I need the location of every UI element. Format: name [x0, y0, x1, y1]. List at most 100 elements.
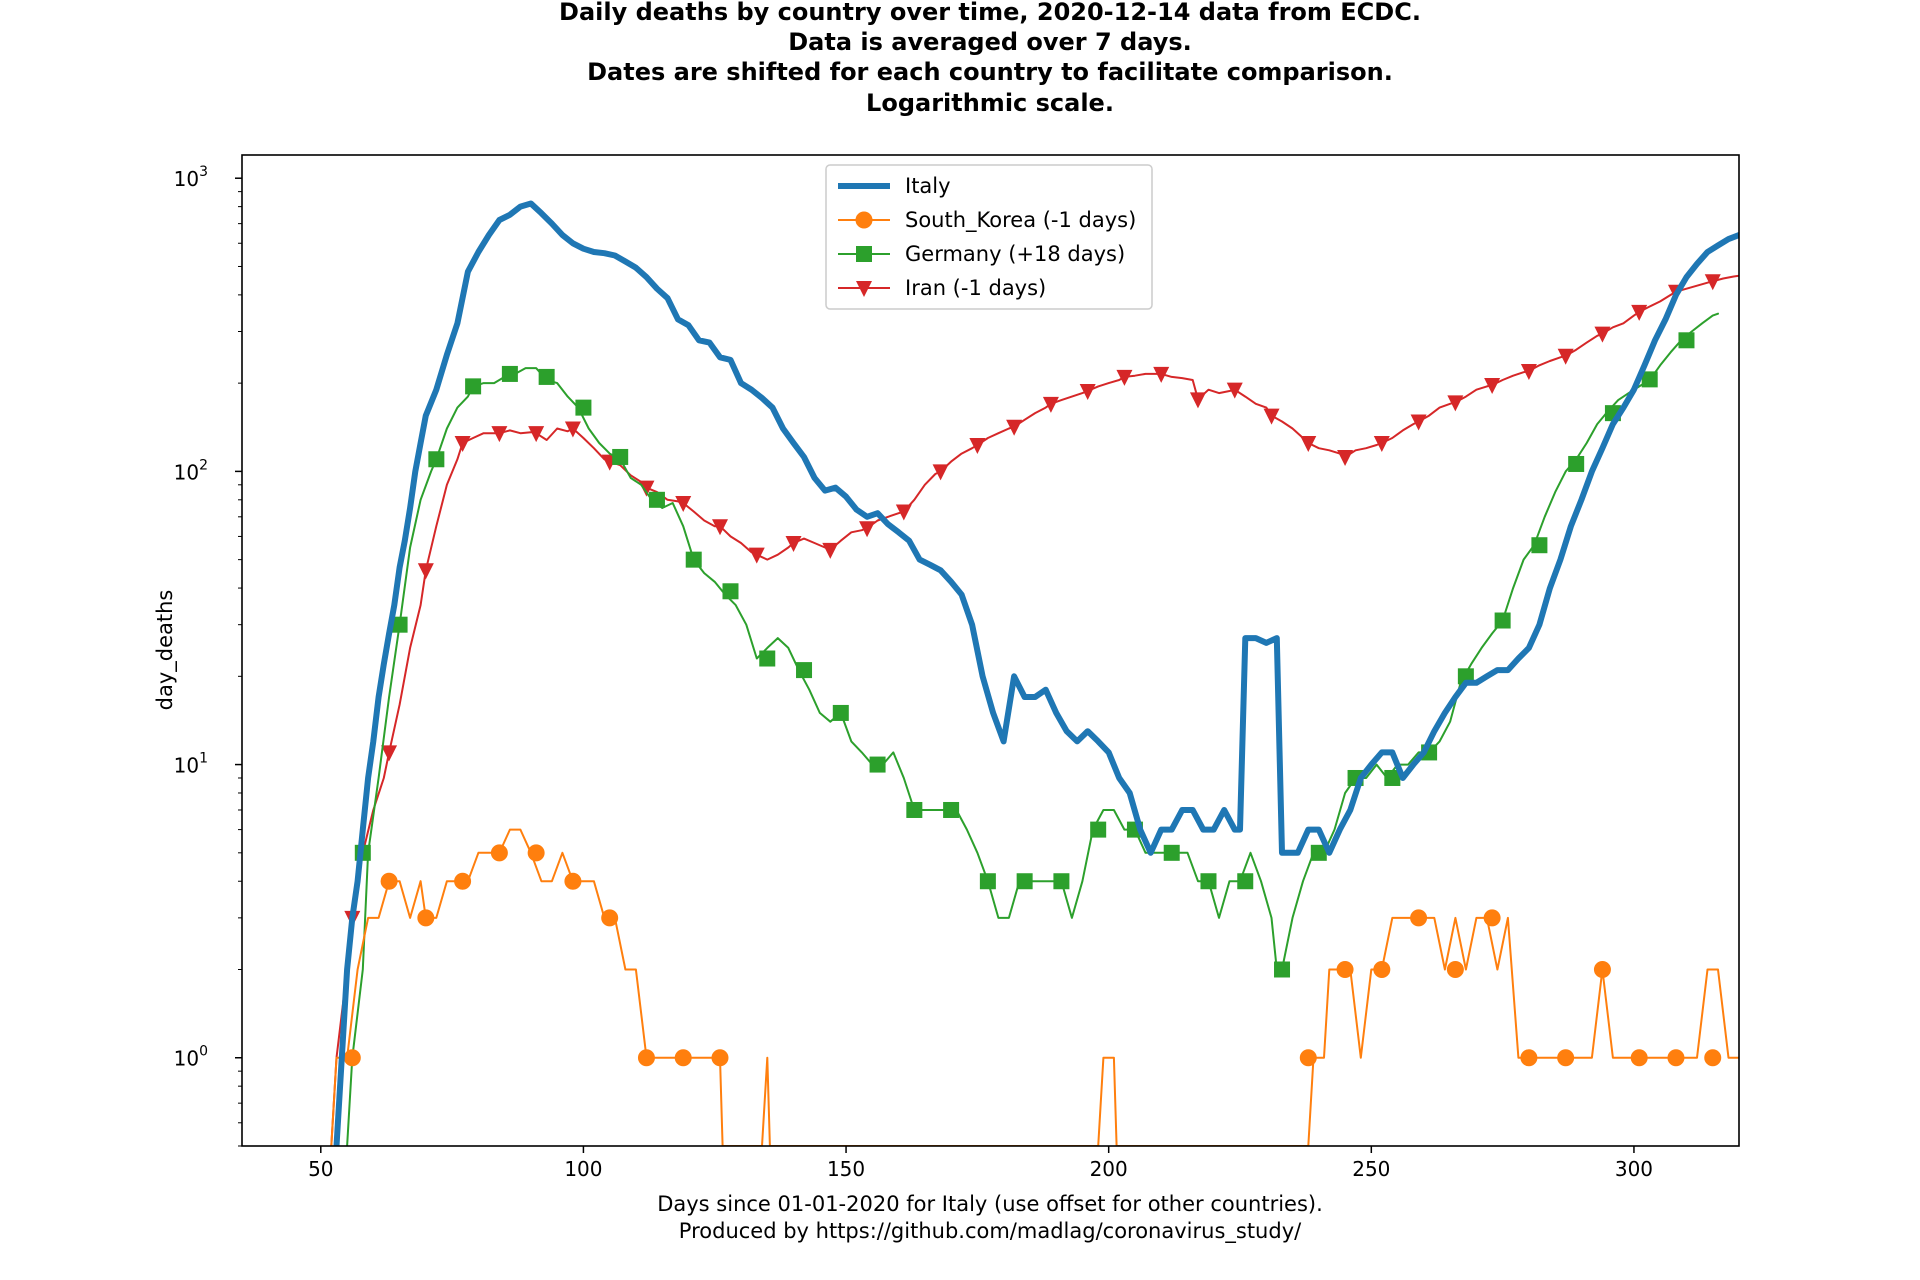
- data-point: [501, 365, 518, 382]
- data-point: [1568, 455, 1585, 472]
- data-point: [490, 844, 508, 862]
- data-point: [832, 704, 849, 721]
- data-point: [895, 504, 912, 521]
- data-point: [1042, 396, 1059, 413]
- data-point: [711, 519, 728, 536]
- legend-swatch-marker: [855, 211, 873, 229]
- data-point: [1053, 873, 1070, 890]
- data-point: [612, 448, 629, 465]
- title-line-4: Logarithmic scale.: [866, 89, 1114, 117]
- x-axis: 50 100 150 200 250 300: [308, 1146, 1653, 1181]
- data-point: [1153, 366, 1170, 383]
- title-line-2: Data is averaged over 7 days.: [788, 28, 1192, 56]
- data-point: [1557, 1049, 1575, 1067]
- data-point: [822, 542, 839, 559]
- plot-frame: [241, 154, 1740, 1147]
- data-point: [1446, 960, 1464, 978]
- legend-label: Germany (+18 days): [905, 242, 1125, 266]
- series-1: [330, 828, 1739, 1146]
- data-point: [564, 872, 582, 890]
- data-point: [674, 1049, 692, 1067]
- data-point: [1299, 1049, 1317, 1067]
- data-point: [1006, 419, 1023, 436]
- legend-entry: South_Korea (-1 days): [838, 208, 1136, 233]
- legend-entry: Italy: [838, 174, 951, 198]
- data-point: [979, 873, 996, 890]
- data-point: [1237, 873, 1254, 890]
- y-tick-exponent: 0: [199, 1044, 208, 1060]
- chart-title: Daily deaths by country over time, 2020-…: [559, 0, 1421, 117]
- data-point: [685, 551, 702, 568]
- data-point: [1520, 364, 1537, 381]
- y-tick-label: 101: [174, 751, 208, 778]
- data-point: [1274, 961, 1291, 978]
- data-point: [417, 563, 434, 580]
- data-point: [748, 547, 765, 564]
- data-point: [1410, 909, 1428, 927]
- data-point: [380, 872, 398, 890]
- x-tick-label: 100: [564, 1157, 602, 1181]
- data-point: [1557, 348, 1574, 365]
- title-line-1: Daily deaths by country over time, 2020-…: [559, 0, 1421, 26]
- y-tick-exponent: 1: [199, 751, 208, 767]
- data-point: [527, 844, 545, 862]
- data-point: [859, 521, 876, 538]
- data-point: [711, 1049, 729, 1067]
- data-point: [564, 421, 581, 438]
- series-line: [330, 274, 1739, 1146]
- x-tick-label: 250: [1352, 1157, 1390, 1181]
- data-point: [759, 650, 776, 667]
- data-point: [1641, 371, 1658, 388]
- data-point: [943, 801, 960, 818]
- data-point: [637, 1049, 655, 1067]
- data-point: [1373, 435, 1390, 452]
- data-point: [785, 535, 802, 552]
- data-point: [454, 872, 472, 890]
- data-point: [1337, 449, 1354, 466]
- data-point: [1163, 844, 1180, 861]
- data-point: [1594, 326, 1611, 343]
- data-point: [601, 909, 619, 927]
- series-line: [346, 312, 1719, 1146]
- data-point: [1116, 369, 1133, 386]
- data-point: [969, 438, 986, 455]
- data-point: [1373, 960, 1391, 978]
- series-2: [346, 312, 1719, 1146]
- data-point: [1090, 821, 1107, 838]
- data-point: [932, 464, 949, 481]
- data-point: [391, 616, 408, 633]
- data-point: [1494, 612, 1511, 629]
- data-point: [1016, 873, 1033, 890]
- data-point: [638, 480, 655, 497]
- x-tick-label: 50: [308, 1157, 333, 1181]
- data-point: [417, 909, 435, 927]
- series-3: [330, 274, 1739, 1146]
- data-point: [1189, 392, 1206, 409]
- data-point: [869, 756, 886, 773]
- series-layer: [330, 200, 1739, 1146]
- legend-entry: Germany (+18 days): [838, 242, 1125, 266]
- legend-swatch-marker: [856, 246, 872, 262]
- legend-swatch-marker: [856, 281, 872, 297]
- data-point: [343, 1049, 361, 1067]
- data-point: [1704, 1049, 1722, 1067]
- data-point: [491, 426, 508, 443]
- data-point: [1300, 435, 1317, 452]
- data-point: [1484, 378, 1501, 395]
- x-tick-label: 150: [827, 1157, 865, 1181]
- y-tick-label: 103: [174, 164, 208, 191]
- data-point: [1336, 960, 1354, 978]
- data-point: [1704, 274, 1721, 291]
- legend-label: South_Korea (-1 days): [905, 208, 1136, 233]
- data-point: [528, 426, 545, 443]
- legend-box: [825, 164, 1153, 310]
- data-point: [381, 745, 398, 762]
- x-axis-label-line-2: Produced by https://github.com/madlag/co…: [679, 1219, 1302, 1244]
- legend-entry: Iran (-1 days): [838, 276, 1046, 300]
- title-line-3: Dates are shifted for each country to fa…: [587, 58, 1393, 86]
- data-point: [1667, 1049, 1685, 1067]
- data-point: [1483, 909, 1501, 927]
- data-point: [538, 368, 555, 385]
- data-point: [454, 435, 471, 452]
